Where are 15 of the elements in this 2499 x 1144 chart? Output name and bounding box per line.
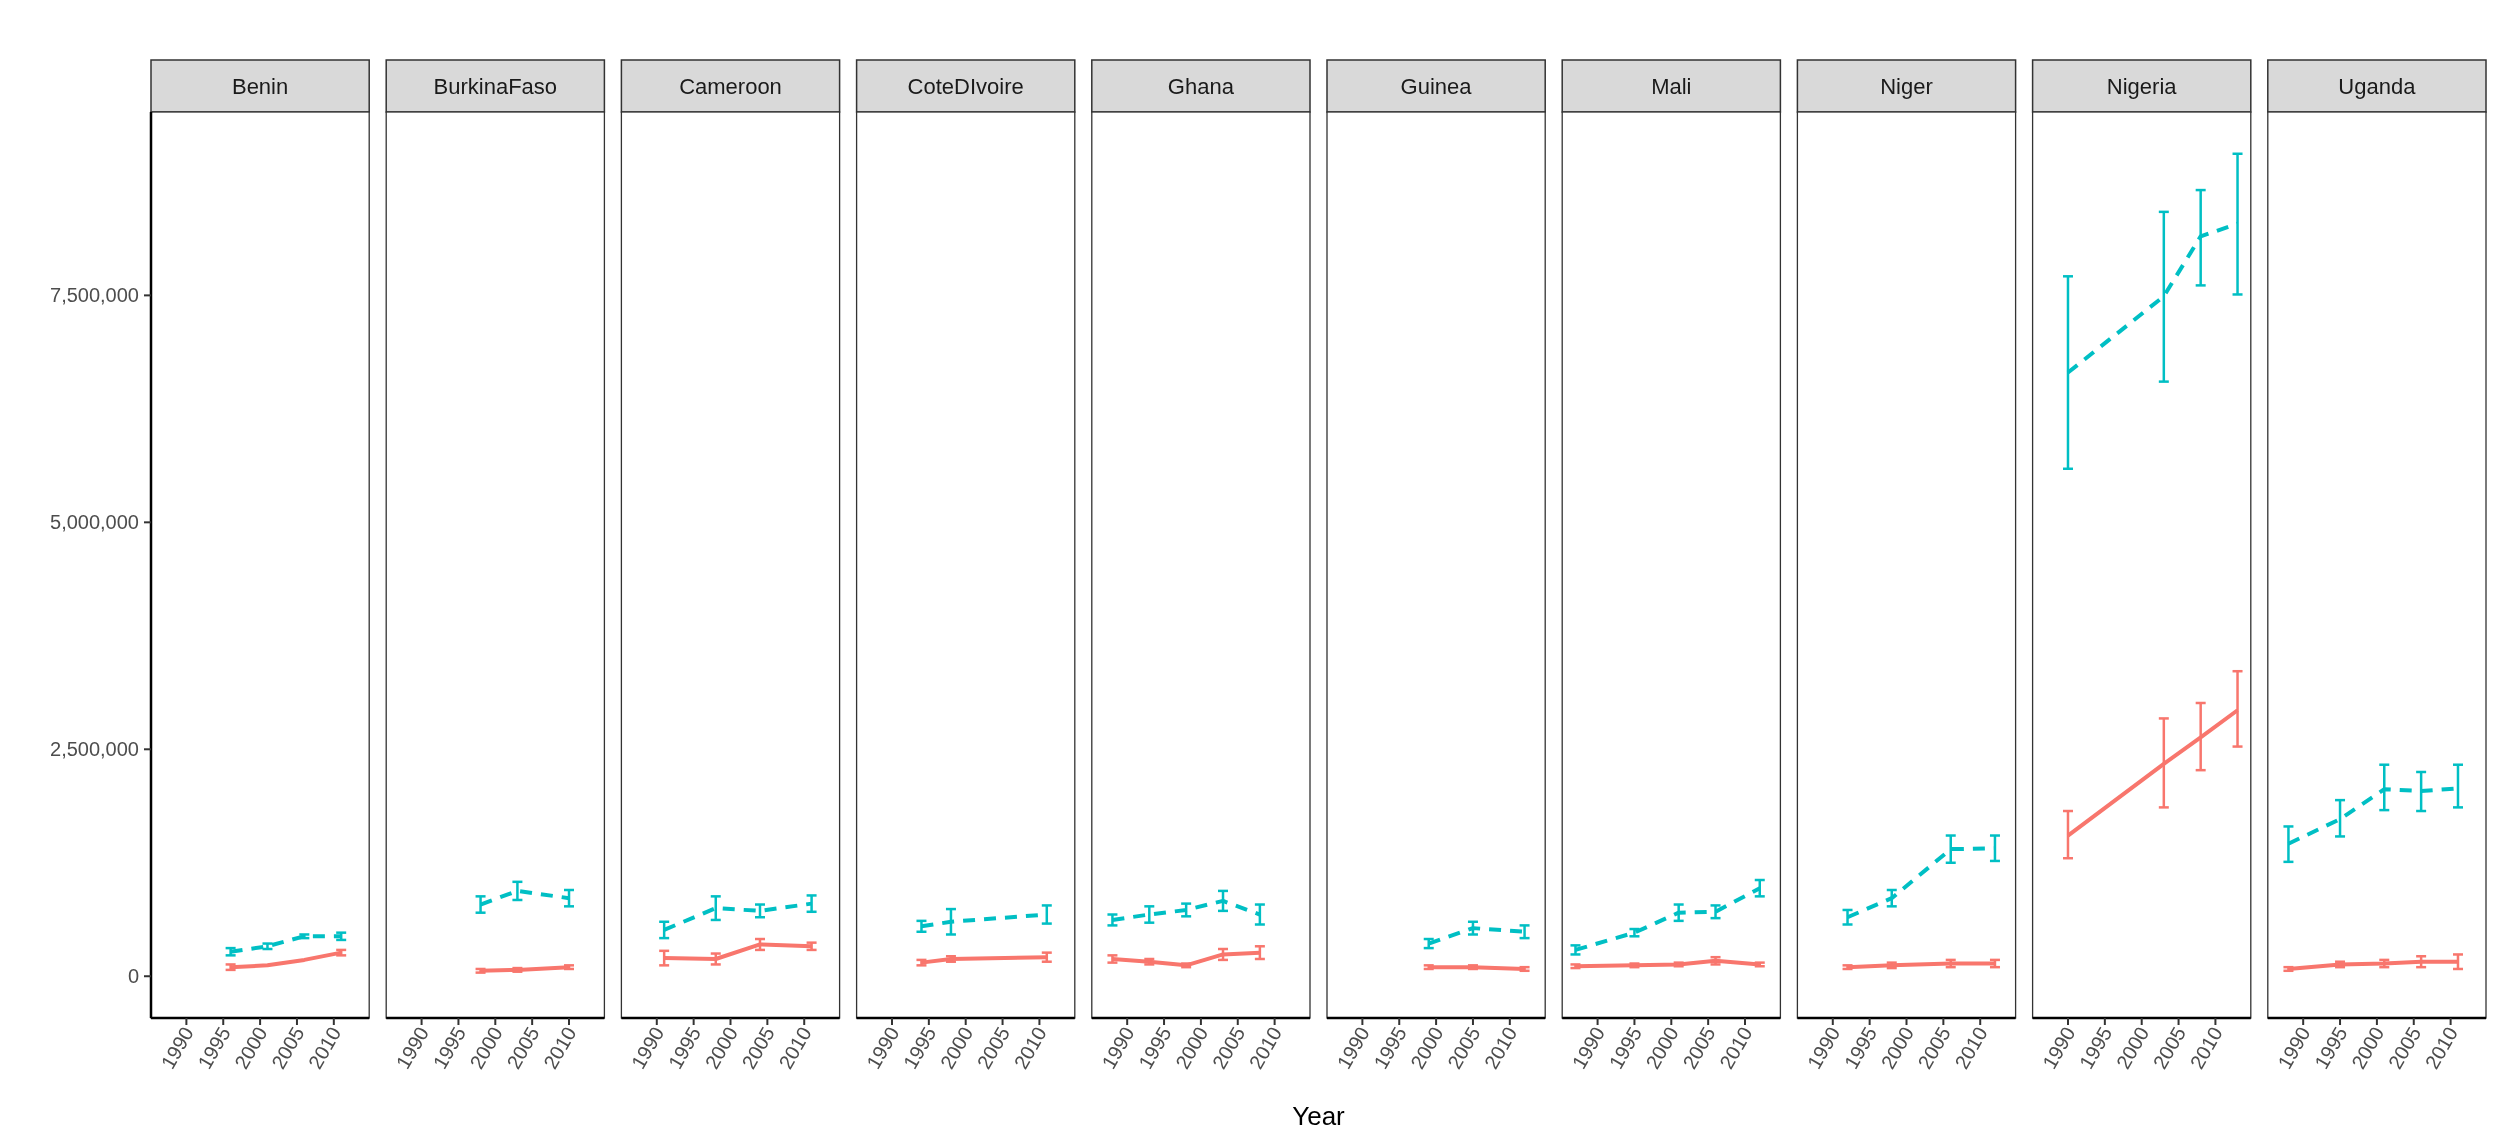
y-tick-label: 7,500,000 [50, 284, 139, 307]
chart-title: Nigeria [2106, 74, 2178, 99]
x-axis-title: Year [1292, 1101, 1346, 1131]
chart-title: Guinea [1400, 74, 1473, 99]
chart-title: BurkinaFaso [433, 74, 558, 99]
chart-title: Ghana [1167, 74, 1235, 99]
y-tick-label: 5,000,000 [50, 511, 139, 534]
chart-title: Benin [231, 74, 289, 99]
y-tick-label: 0 [127, 965, 139, 988]
chart-title: Uganda [2338, 74, 2417, 99]
chart-title: Mali [1651, 74, 1692, 99]
chart-title: CoteDIvoire [907, 74, 1024, 99]
y-tick-label: 2,500,000 [50, 738, 139, 761]
chart-title: Niger [1880, 74, 1933, 99]
chart-title: Cameroon [679, 74, 782, 99]
